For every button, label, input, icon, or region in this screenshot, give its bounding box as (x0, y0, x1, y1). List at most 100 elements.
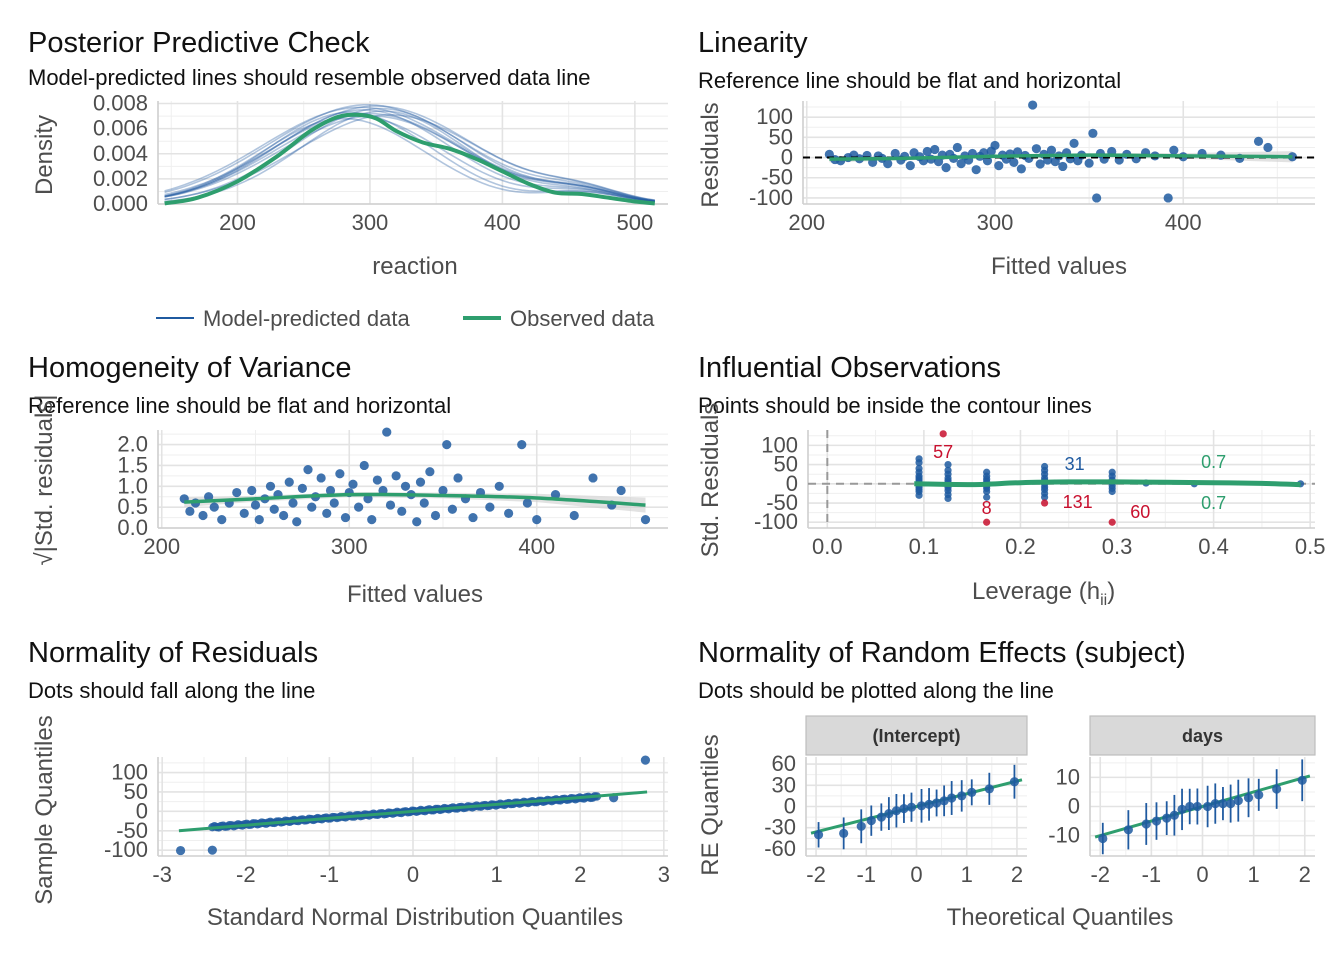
y-tick-label: 0.006 (93, 116, 148, 141)
facet-strip (1089, 715, 1316, 756)
y-tick-label: 100 (111, 760, 148, 785)
data-point (1108, 487, 1116, 496)
random_effects-title: Normality of Random Effects (subject) (698, 637, 1186, 669)
legend-label-model-predicted: Model-predicted data (203, 306, 410, 331)
influential-title: Influential Observations (698, 352, 1001, 384)
flagged-point (983, 518, 991, 526)
data-point (1254, 790, 1264, 800)
flagged-point (1108, 518, 1116, 526)
data-point (335, 469, 345, 479)
data-point (419, 498, 429, 508)
x-tick-label: 400 (518, 534, 555, 559)
x-tick-label: 0 (910, 862, 922, 887)
flagged-label: 131 (1063, 492, 1093, 512)
data-point (348, 479, 358, 489)
x-tick-label: 200 (788, 210, 825, 235)
data-point (1169, 145, 1179, 155)
data-point (1092, 193, 1102, 203)
x-tick-label: 400 (484, 210, 521, 235)
y-tick-label: 100 (756, 104, 793, 129)
data-point (569, 510, 579, 521)
data-point (279, 510, 289, 521)
data-point (217, 515, 227, 525)
data-point (916, 801, 927, 811)
data-point (367, 515, 377, 525)
data-point (284, 477, 294, 487)
data-point (372, 475, 382, 485)
x-tick-label: 2 (574, 862, 586, 887)
facet-strip-label: days (1182, 726, 1223, 746)
x-tick-label: 3 (658, 862, 670, 887)
x-tick-label: 0 (1196, 862, 1208, 887)
data-point (1272, 784, 1282, 794)
data-point (468, 512, 478, 523)
data-point (883, 159, 893, 169)
ppc-ylabel: Density (31, 115, 58, 195)
contour-label: 0.7 (1201, 493, 1226, 513)
data-point (1058, 161, 1068, 172)
y-tick-label: 0 (781, 145, 793, 170)
x-tick-label: 0.5 (1295, 534, 1326, 559)
x-tick-label: 0.0 (812, 534, 843, 559)
data-point (447, 504, 457, 514)
data-point (956, 159, 966, 169)
y-tick-label: 0.004 (93, 141, 148, 166)
data-point (1185, 801, 1195, 812)
x-tick-label: -2 (806, 862, 826, 887)
data-point (254, 515, 264, 525)
flagged-label: 8 (982, 498, 992, 518)
x-tick-label: 200 (219, 210, 256, 235)
data-point (391, 471, 401, 481)
data-point (1226, 798, 1236, 809)
data-point (325, 485, 336, 496)
data-point (397, 506, 407, 516)
normality-ylabel: Sample Quantiles (31, 715, 58, 904)
x-tick-label: 200 (143, 534, 180, 559)
homogeneity-ylabel: √|Std. residuals| (31, 394, 58, 565)
smooth-line (829, 153, 1293, 161)
x-tick-label: 2 (1011, 862, 1023, 887)
y-tick-label: 0.002 (93, 166, 148, 191)
data-point (232, 487, 242, 498)
x-tick-label: 1 (1248, 862, 1260, 887)
data-point (239, 508, 249, 519)
data-point (952, 142, 962, 153)
data-point (931, 798, 942, 808)
smooth-line (184, 492, 646, 507)
data-point (209, 502, 219, 512)
normality-xlabel: Standard Normal Distribution Quantiles (207, 904, 623, 931)
data-point (957, 791, 967, 801)
data-point (947, 793, 957, 803)
y-tick-label: 1.5 (117, 452, 148, 477)
y-tick-label: -30 (764, 815, 796, 840)
data-point (616, 485, 626, 496)
facet-strip-label: (Intercept) (872, 726, 960, 746)
data-point (400, 481, 411, 491)
y-tick-label: -60 (764, 836, 796, 861)
data-point (588, 473, 598, 483)
data-point (1009, 157, 1019, 167)
influential-subtitle: Points should be inside the contour line… (698, 393, 1092, 418)
data-point (363, 494, 373, 504)
homogeneity-title: Homogeneity of Variance (28, 352, 351, 384)
data-point (1016, 164, 1026, 174)
data-point (1203, 801, 1213, 812)
normality_residuals-title: Normality of Residuals (28, 637, 318, 669)
random-effects-ylabel: RE Quantiles (697, 734, 724, 875)
data-point (876, 812, 886, 822)
y-tick-label: 0 (784, 794, 796, 819)
data-point (359, 460, 369, 471)
y-tick-label: 1.0 (117, 473, 148, 498)
x-tick-label: -2 (1090, 862, 1110, 887)
y-tick-label: 0 (136, 798, 148, 823)
data-point (1046, 145, 1057, 155)
data-point (522, 498, 532, 508)
model-predicted-line (164, 108, 655, 203)
x-tick-label: 0.4 (1198, 534, 1229, 559)
data-point (412, 517, 422, 527)
y-tick-label: 0 (1068, 794, 1080, 819)
y-tick-label: -10 (1048, 823, 1080, 848)
data-point (941, 163, 951, 173)
linearity-xlabel: Fitted values (991, 253, 1127, 280)
